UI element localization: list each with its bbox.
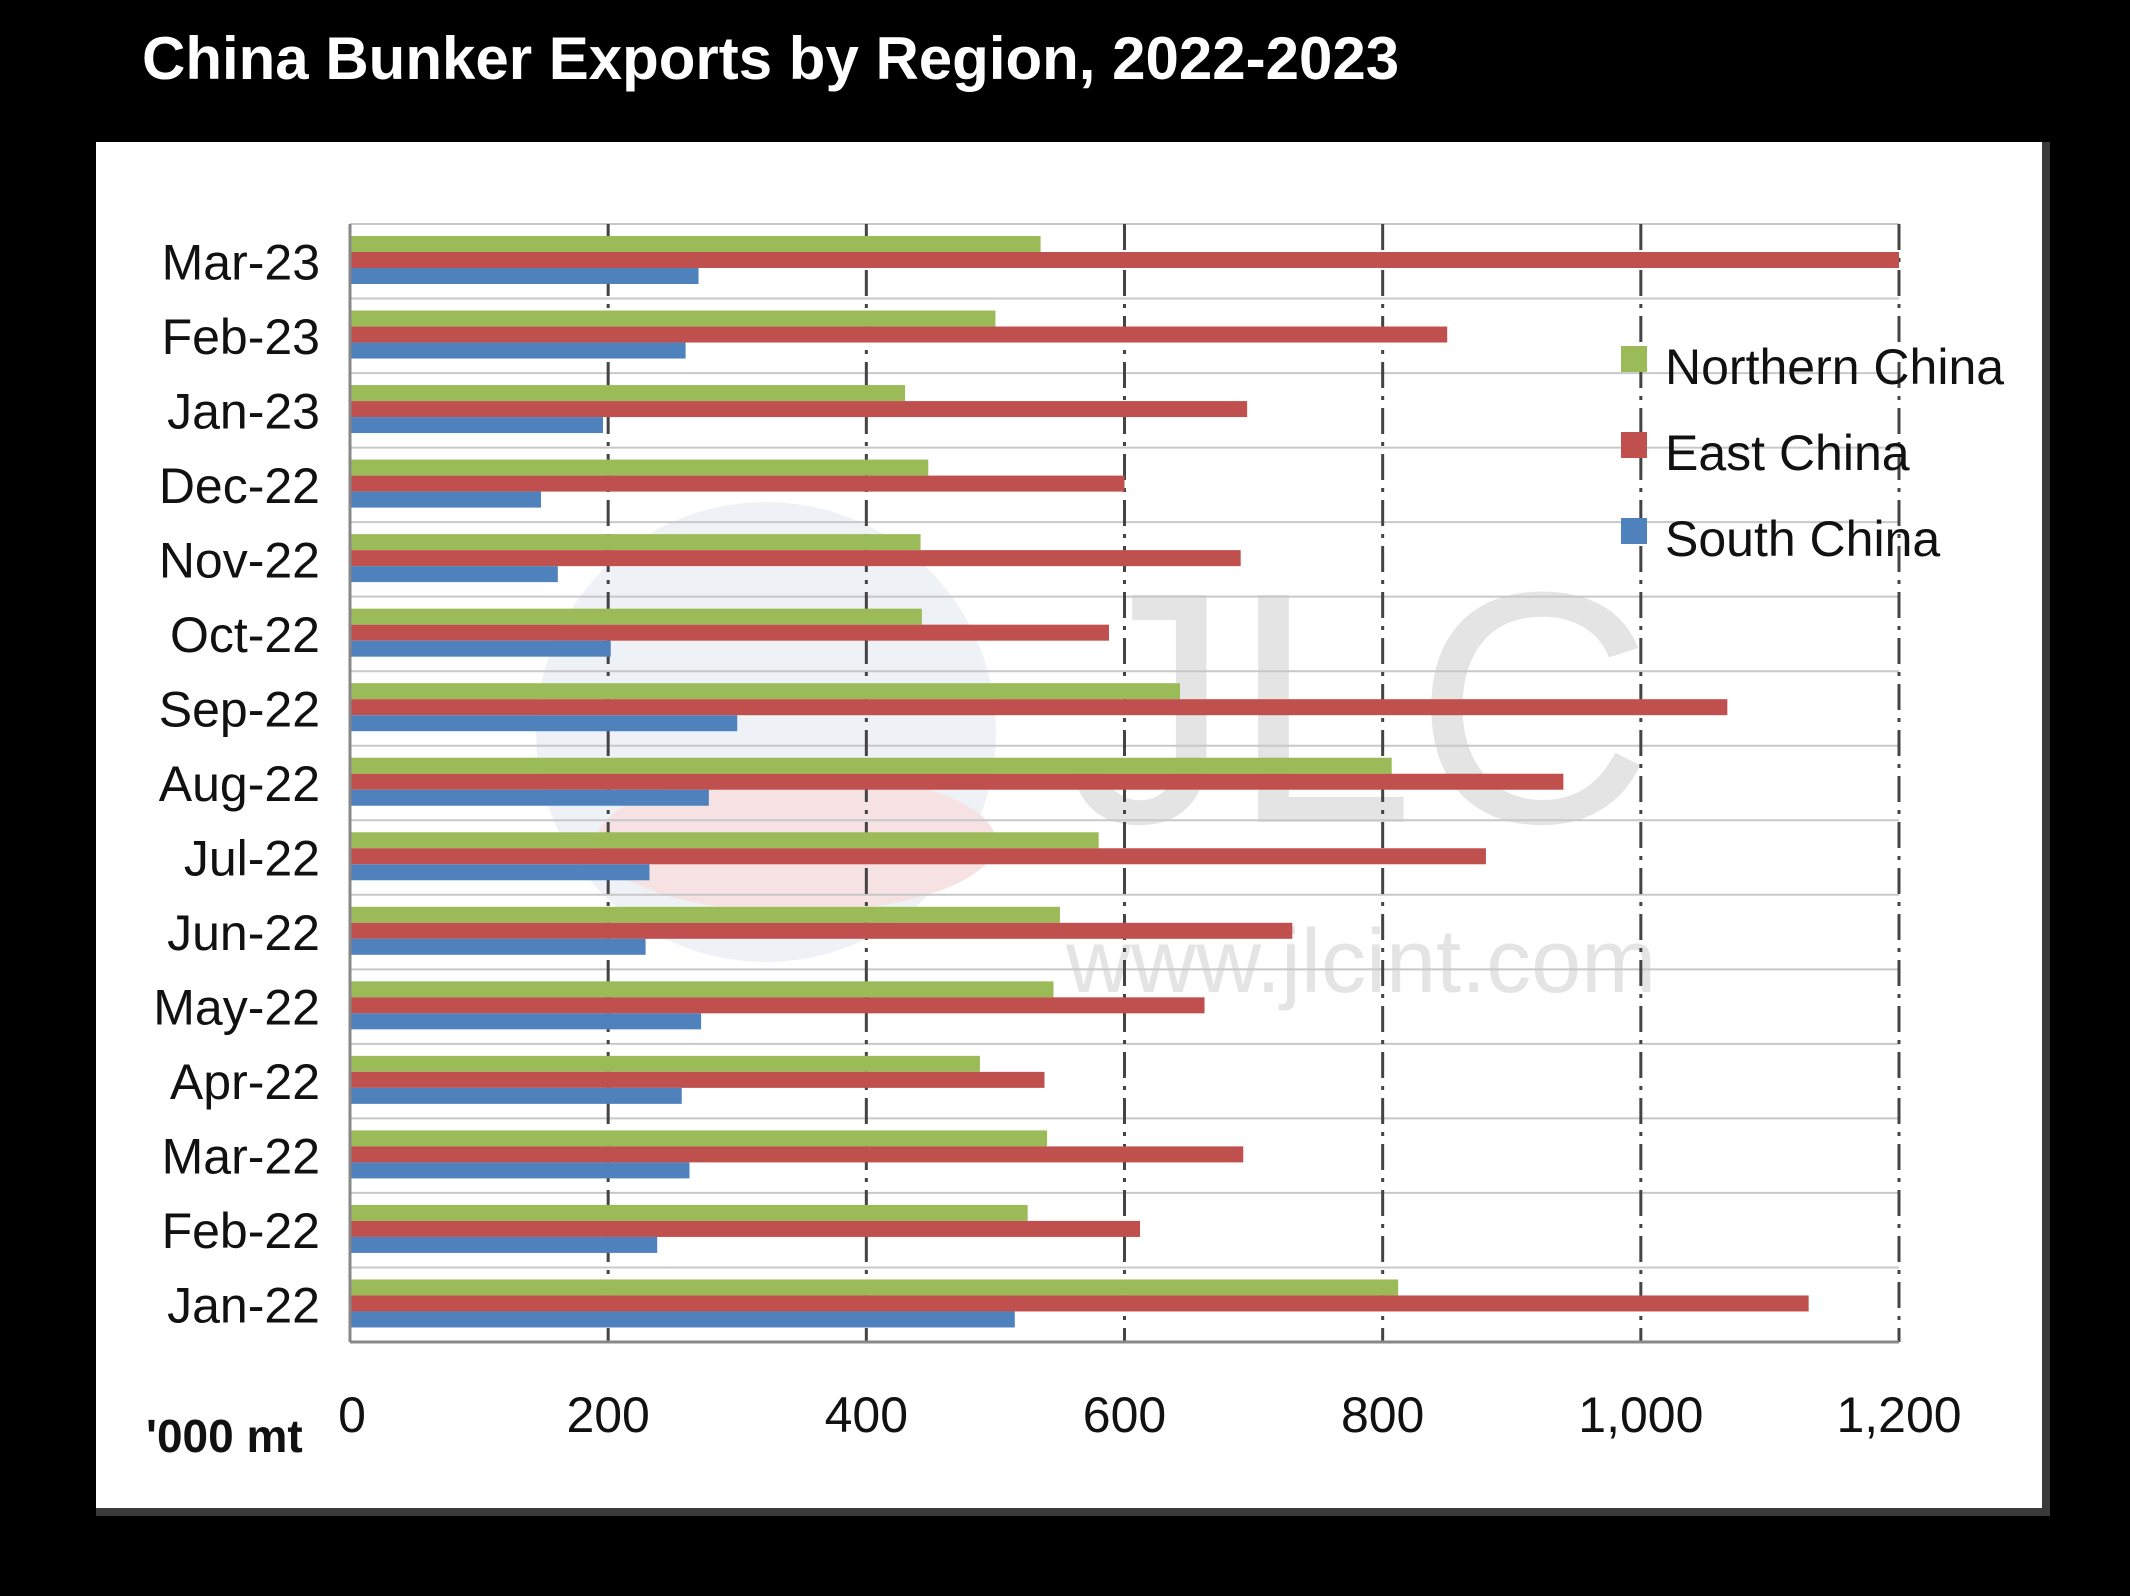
category-label: Jul-22 — [184, 831, 320, 887]
bar-chart: JLC www.jlcint.com Mar-23Feb-23Jan-23Dec… — [146, 223, 2004, 1462]
category-label: Jun-22 — [167, 905, 320, 961]
bar-northern-china-nov-22 — [350, 534, 921, 551]
x-tick-label: 600 — [1083, 1387, 1166, 1443]
category-label: Nov-22 — [159, 532, 320, 588]
bar-east-china-apr-22 — [350, 1071, 1045, 1088]
legend-label: South China — [1665, 511, 1940, 567]
category-label: Mar-22 — [162, 1129, 320, 1185]
legend-label: Northern China — [1665, 339, 2004, 395]
bar-south-china-jan-23 — [350, 417, 604, 434]
bar-east-china-jan-23 — [350, 401, 1248, 418]
x-tick-label: 200 — [566, 1387, 649, 1443]
axes — [348, 224, 1899, 1344]
bar-east-china-nov-22 — [350, 550, 1241, 567]
bar-northern-china-oct-22 — [350, 608, 922, 625]
category-label: Jan-22 — [167, 1278, 320, 1334]
x-tick-label: 1,200 — [1836, 1387, 1961, 1443]
bar-east-china-oct-22 — [350, 624, 1110, 641]
bar-northern-china-mar-22 — [350, 1130, 1048, 1147]
category-label: Oct-22 — [170, 607, 320, 663]
bar-east-china-dec-22 — [350, 475, 1125, 492]
bar-east-china-feb-22 — [350, 1220, 1140, 1237]
bar-northern-china-jul-22 — [350, 832, 1099, 849]
legend-swatch — [1621, 518, 1647, 544]
category-label: Mar-23 — [162, 234, 320, 290]
bars — [350, 236, 1899, 1328]
bar-south-china-dec-22 — [350, 491, 542, 508]
axis-labels: Mar-23 Feb-23 Jan-23 Dec-22 Nov-22 Oct-22 Sep-… — [153, 234, 1961, 1443]
category-label: Sep-22 — [159, 681, 320, 737]
bar-south-china-may-22 — [350, 1013, 702, 1030]
category-label: Dec-22 — [159, 458, 320, 514]
bar-east-china-may-22 — [350, 997, 1205, 1014]
legend: Northern China East China South China — [1621, 339, 2004, 567]
bar-south-china-sep-22 — [350, 715, 738, 732]
bar-northern-china-aug-22 — [350, 757, 1392, 774]
category-label: Feb-22 — [162, 1203, 320, 1259]
category-label: Aug-22 — [159, 756, 320, 812]
category-label: May-22 — [153, 980, 320, 1036]
x-tick-label: 400 — [825, 1387, 908, 1443]
category-label: Feb-23 — [162, 309, 320, 365]
bar-northern-china-dec-22 — [350, 459, 929, 476]
chart-title: China Bunker Exports by Region, 2022-202… — [142, 25, 1400, 92]
unit-label: '000 mt — [146, 1410, 303, 1462]
bar-east-china-aug-22 — [350, 773, 1564, 790]
category-label: Apr-22 — [170, 1054, 320, 1110]
bar-south-china-nov-22 — [350, 566, 558, 583]
bar-east-china-jun-22 — [350, 922, 1293, 939]
bar-east-china-sep-22 — [350, 699, 1728, 716]
bar-east-china-mar-22 — [350, 1146, 1244, 1163]
bar-northern-china-apr-22 — [350, 1055, 980, 1072]
x-tick-label: 800 — [1341, 1387, 1424, 1443]
bar-south-china-jul-22 — [350, 864, 650, 881]
bar-east-china-jan-22 — [350, 1295, 1809, 1312]
bar-northern-china-sep-22 — [350, 683, 1181, 700]
bar-east-china-jul-22 — [350, 848, 1486, 865]
bar-northern-china-jun-22 — [350, 906, 1060, 923]
bar-northern-china-jan-22 — [350, 1279, 1399, 1296]
legend-swatch — [1621, 432, 1647, 458]
bar-northern-china-mar-23 — [350, 236, 1041, 252]
bar-south-china-mar-22 — [350, 1162, 690, 1179]
bar-south-china-feb-23 — [350, 342, 686, 359]
legend-swatch — [1621, 346, 1647, 372]
bar-south-china-mar-23 — [350, 268, 699, 284]
bar-south-china-oct-22 — [350, 640, 611, 657]
bar-south-china-aug-22 — [350, 789, 709, 806]
chart-panel: JLC www.jlcint.com Mar-23 Feb-23 Jan-23 Dec… — [96, 142, 2050, 1516]
bar-east-china-mar-23 — [350, 252, 1899, 268]
legend-label: East China — [1665, 425, 1910, 481]
bar-east-china-feb-23 — [350, 326, 1448, 343]
bar-south-china-feb-22 — [350, 1236, 658, 1253]
bar-northern-china-feb-22 — [350, 1204, 1028, 1221]
x-tick-label: 0 — [338, 1387, 366, 1443]
bar-northern-china-may-22 — [350, 981, 1054, 998]
bar-south-china-jan-22 — [350, 1311, 1015, 1328]
bar-northern-china-feb-23 — [350, 310, 996, 327]
x-tick-label: 1,000 — [1578, 1387, 1703, 1443]
category-label: Jan-23 — [167, 383, 320, 439]
bar-northern-china-jan-23 — [350, 385, 906, 402]
bar-south-china-jun-22 — [350, 938, 646, 955]
bar-south-china-apr-22 — [350, 1087, 682, 1104]
